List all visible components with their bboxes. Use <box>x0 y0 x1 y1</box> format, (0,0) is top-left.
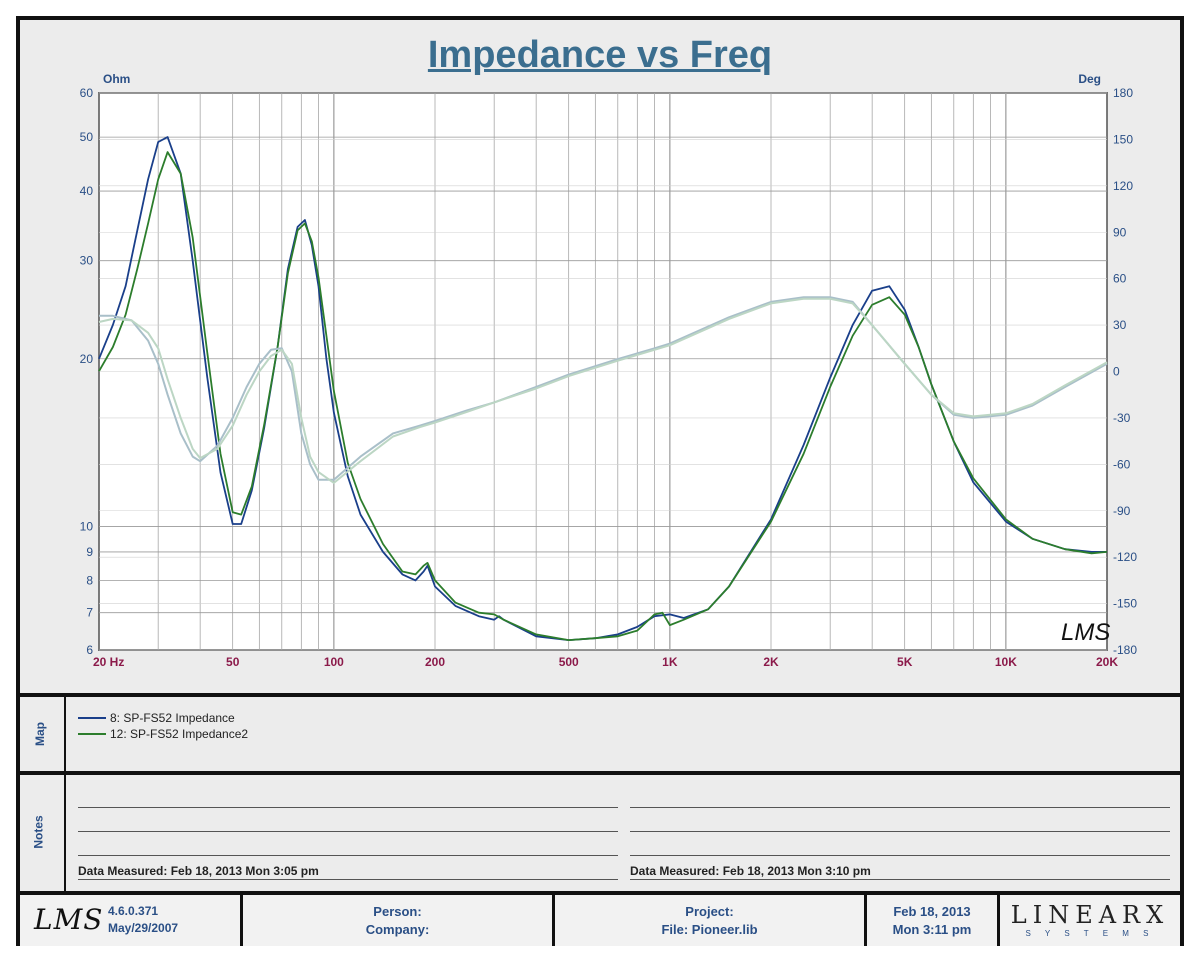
footer-version-block: 4.6.0.371 May/29/2007 <box>108 903 178 937</box>
y2-tick-label: 90 <box>1113 225 1127 239</box>
impedance-chart: Ohm Deg 6 7 8 9 10 20 30 40 50 60 180 150 120 90 60 30 0 -3… <box>80 72 1138 669</box>
y2-axis-label: Deg <box>1078 72 1101 86</box>
footer-person-block: Person: Company: <box>243 895 552 946</box>
y-tick-label: 60 <box>80 86 94 100</box>
footer-sep-3 <box>864 895 867 946</box>
x-tick-label: 200 <box>425 655 445 669</box>
notes-section: Notes Data Measured: Feb 18, 2013 Mon 3:… <box>20 775 1180 891</box>
footer-project-block: Project: File: Pioneer.lib <box>555 895 864 946</box>
notes-label: Notes <box>31 815 46 849</box>
x-tick-label: 1K <box>662 655 678 669</box>
divider-footer <box>20 891 1180 895</box>
footer-file-label: File: Pioneer.lib <box>661 921 758 937</box>
lms-watermark: LMS <box>1061 619 1110 646</box>
y-tick-label: 8 <box>86 573 93 587</box>
footer-brand-sub: S Y S T E M S <box>1025 929 1155 938</box>
note-line-left-2 <box>78 831 618 832</box>
footer-brand: LINEARX <box>1010 901 1170 929</box>
legend-swatch-1 <box>78 717 106 719</box>
y-tick-label: 10 <box>80 519 94 533</box>
series-line-2 <box>98 151 1108 641</box>
y2-tick-label: 60 <box>1113 272 1127 286</box>
x-tick-label: 5K <box>897 655 913 669</box>
footer-person-label: Person: <box>373 903 422 919</box>
y2-tick-label: 120 <box>1113 179 1133 193</box>
footer-sep-2 <box>552 895 555 946</box>
footer-sep-4 <box>997 895 1000 946</box>
y2-tick-label: -150 <box>1113 597 1137 611</box>
divider-notes <box>20 771 1180 775</box>
y-tick-label: 50 <box>80 130 94 144</box>
map-section: Map 8: SP-FS52 Impedance 12: SP-FS52 Imp… <box>20 697 1180 771</box>
y-tick-label: 30 <box>80 254 94 268</box>
y-tick-label: 20 <box>80 352 94 366</box>
note-line-right-4 <box>630 879 1170 880</box>
note-line-left-3 <box>78 855 618 856</box>
y2-tick-label: -30 <box>1113 411 1131 425</box>
y2-tick-label: 0 <box>1113 365 1120 379</box>
footer-project-label: Project: <box>685 903 734 919</box>
footer-date-block: Feb 18, 2013 Mon 3:11 pm <box>867 895 997 946</box>
map-label: Map <box>33 722 47 746</box>
chart-title: Impedance vs Freq <box>427 34 773 76</box>
y2-tick-label: 150 <box>1113 132 1133 146</box>
footer-date: Feb 18, 2013 <box>893 903 971 919</box>
y2-tick-label: -60 <box>1113 457 1131 471</box>
footer: LMS 4.6.0.371 May/29/2007 Person: Compan… <box>20 895 1180 946</box>
x-tick-label: 10K <box>995 655 1017 669</box>
report-frame: Impedance vs Freq Ohm Deg 6 7 8 9 10 20 30 40 50 60… <box>16 16 1184 946</box>
x-tick-label: 100 <box>324 655 344 669</box>
y2-tick-label: -120 <box>1113 550 1137 564</box>
footer-time: Mon 3:11 pm <box>892 921 972 937</box>
x-tick-label: 50 <box>226 655 240 669</box>
footer-brand-block: LINEARX S Y S T E M S <box>1000 901 1180 938</box>
legend-text-2: 12: SP-FS52 Impedance2 <box>110 727 249 741</box>
legend-text-1: 8: SP-FS52 Impedance <box>110 711 235 725</box>
series-line-4 <box>98 297 1108 484</box>
x-tick-label: 2K <box>763 655 779 669</box>
y2-tick-label: -90 <box>1113 504 1131 518</box>
notes-divider <box>64 775 66 891</box>
footer-sep-1 <box>240 895 243 946</box>
y-tick-label: 9 <box>86 545 93 559</box>
note-line-right-1 <box>630 807 1170 808</box>
measured-left: Data Measured: Feb 18, 2013 Mon 3:05 pm <box>78 864 319 878</box>
y2-tick-label: 30 <box>1113 318 1127 332</box>
note-line-left-1 <box>78 807 618 808</box>
x-tick-label: 20 Hz <box>93 655 124 669</box>
y-tick-label: 7 <box>86 606 93 620</box>
legend-entry-2: 12: SP-FS52 Impedance2 <box>78 727 248 741</box>
y-tick-label: 40 <box>80 184 94 198</box>
series-line-1 <box>98 136 1107 641</box>
y-axis-label: Ohm <box>103 72 130 86</box>
footer-version: 4.6.0.371 <box>108 904 159 918</box>
measured-right: Data Measured: Feb 18, 2013 Mon 3:10 pm <box>630 864 871 878</box>
footer-version-date: May/29/2007 <box>108 921 179 935</box>
legend-entry-1: 8: SP-FS52 Impedance <box>78 711 235 725</box>
legend-swatch-2 <box>78 733 106 735</box>
x-tick-label: 20K <box>1096 655 1118 669</box>
note-line-right-3 <box>630 855 1170 856</box>
note-line-left-4 <box>78 879 618 880</box>
map-divider <box>64 697 66 771</box>
footer-company-label: Company: <box>365 921 430 937</box>
y2-tick-label: 180 <box>1113 86 1133 100</box>
y-tick-label: 6 <box>86 643 93 657</box>
y2-tick-label: -180 <box>1113 643 1137 657</box>
x-tick-label: 500 <box>559 655 579 669</box>
footer-logo: LMS <box>34 903 104 936</box>
divider-map <box>20 693 1180 697</box>
note-line-right-2 <box>630 831 1170 832</box>
